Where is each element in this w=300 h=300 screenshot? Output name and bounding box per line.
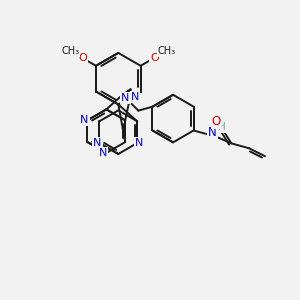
Text: CH₃: CH₃ xyxy=(61,46,79,56)
Text: CH₃: CH₃ xyxy=(157,46,176,56)
Text: H: H xyxy=(218,122,225,133)
Text: N: N xyxy=(208,126,217,139)
Text: N: N xyxy=(121,93,130,103)
Text: O: O xyxy=(78,53,87,63)
Text: O: O xyxy=(150,53,159,63)
Text: N: N xyxy=(99,148,108,158)
Text: N: N xyxy=(93,138,102,148)
Text: N: N xyxy=(130,92,139,102)
Text: N: N xyxy=(80,115,89,125)
Text: O: O xyxy=(212,115,221,128)
Text: N: N xyxy=(135,138,143,148)
